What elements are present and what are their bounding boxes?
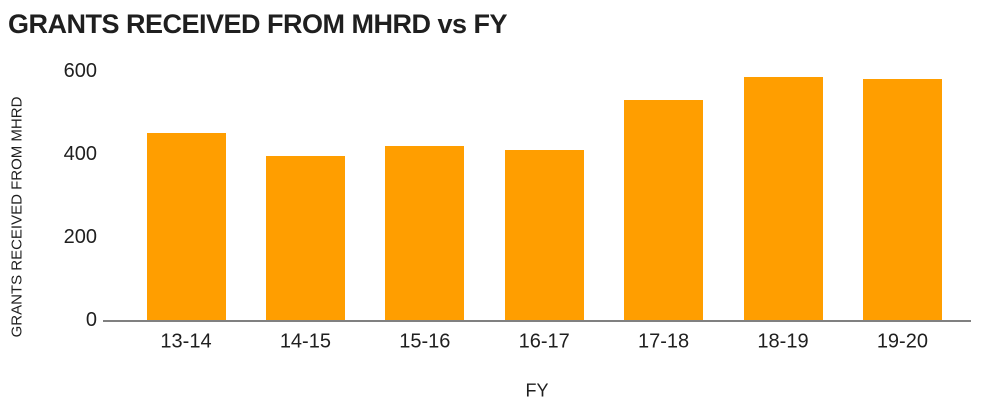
bar-18-19 — [743, 77, 823, 320]
y-tick-label: 600 — [63, 60, 97, 82]
y-tick-label: 400 — [63, 143, 97, 165]
bar-19-20 — [862, 79, 942, 320]
bar-13-14 — [146, 133, 226, 320]
bar-17-18 — [624, 100, 704, 320]
y-tick-label: 0 — [85, 309, 97, 331]
y-axis-title: GRANTS RECEIVED FROM MHRD — [8, 96, 26, 338]
x-tick-label: 14-15 — [279, 330, 331, 353]
bar-15-16 — [385, 145, 465, 320]
x-tick-label: 18-19 — [757, 330, 809, 353]
plot-area: 0 200 400 600 13-14 14-15 15-16 16-17 17-18 18-19… — [64, 61, 971, 353]
x-tick-label: 15-16 — [399, 330, 451, 353]
chart-title: GRANTS RECEIVED FROM MHRD vs FY — [8, 9, 508, 39]
x-axis-title: FY — [525, 380, 549, 401]
y-tick-label: 200 — [63, 226, 97, 248]
x-tick-label: 19-20 — [876, 330, 928, 353]
x-tick-label: 17-18 — [638, 330, 690, 353]
x-tick-label: 13-14 — [160, 330, 212, 353]
bar-14-15 — [265, 156, 345, 320]
x-tick-label: 16-17 — [518, 330, 570, 353]
bar-16-17 — [504, 149, 584, 320]
